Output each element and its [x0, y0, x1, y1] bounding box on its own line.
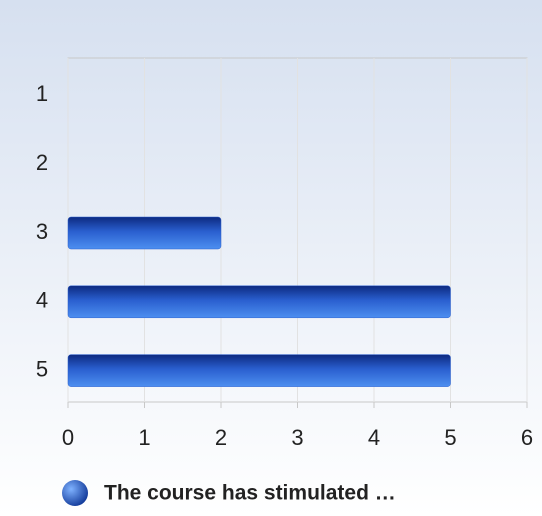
x-tick-label: 2 [215, 425, 227, 450]
x-tick-label: 4 [368, 425, 380, 450]
legend-marker [62, 480, 88, 506]
x-tick-label: 3 [291, 425, 303, 450]
legend-label: The course has stimulated … [104, 482, 396, 505]
y-tick-label: 1 [36, 81, 48, 106]
bar [67, 354, 451, 387]
y-tick-label: 4 [36, 288, 48, 313]
y-tick-label: 5 [36, 356, 48, 381]
x-tick-label: 5 [444, 425, 456, 450]
x-tick-label: 6 [521, 425, 533, 450]
x-tick-label: 1 [138, 425, 150, 450]
y-tick-label: 3 [36, 219, 48, 244]
bar [67, 216, 222, 250]
y-tick-label: 2 [36, 150, 48, 175]
bar [67, 285, 451, 319]
x-tick-label: 0 [62, 425, 74, 450]
